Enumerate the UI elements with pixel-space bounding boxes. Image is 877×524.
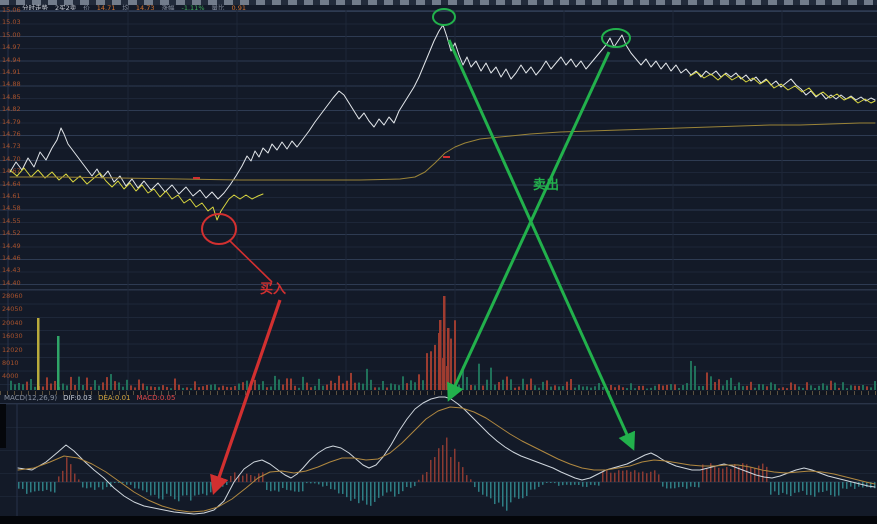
chart-toolbar[interactable]: 分时走势 2买2卖价 14.71 均 14.73 涨幅 -1.11% 量比 0.91: [22, 4, 246, 12]
axis-label: 14.58: [2, 204, 21, 213]
volume-pane[interactable]: [0, 289, 877, 392]
macd-dif-value: DIF:0.03: [63, 394, 93, 402]
buy-annotation-text: 买入: [260, 282, 287, 297]
axis-label: 20040: [2, 318, 23, 327]
axis-label: 15.06: [2, 6, 21, 14]
macd-indicator-label-row: MACD(12,26,9) DIF:0.03 DEA:0.01 MACD:0.0…: [4, 394, 175, 403]
axis-label: 14.79: [2, 117, 21, 126]
axis-label: 15.03: [2, 18, 21, 27]
axis-label: 14.91: [2, 68, 21, 76]
toolbar-item[interactable]: 均: [122, 4, 129, 12]
axis-label: 14.43: [2, 266, 21, 275]
axis-label: 15.00: [2, 30, 21, 39]
toolbar-item[interactable]: -1.11%: [181, 4, 205, 12]
axis-label: 24050: [2, 305, 23, 314]
axis-label: 14.73: [2, 142, 21, 151]
time-tick-row: [0, 391, 877, 395]
macd-name-label[interactable]: MACD(12,26,9): [4, 394, 58, 402]
bottom-status-bar: [0, 516, 877, 524]
axis-label: 14.46: [2, 254, 21, 262]
axis-label: 14.40: [2, 278, 21, 287]
macd-value: MACD:0.05: [136, 394, 176, 402]
axis-label: 14.64: [2, 179, 21, 188]
axis-label: 14.94: [2, 55, 21, 64]
axis-label: 14.70: [2, 154, 21, 163]
axis-label: 14.88: [2, 80, 21, 89]
axis-label: 12020: [2, 345, 23, 354]
axis-label: 16030: [2, 332, 23, 341]
axis-label: 14.97: [2, 43, 21, 52]
macd-pane[interactable]: [0, 403, 877, 517]
axis-label: 14.85: [2, 92, 21, 101]
toolbar-item[interactable]: 14.73: [135, 4, 155, 12]
toolbar-item[interactable]: 涨幅: [161, 4, 175, 12]
axis-label: 28060: [2, 292, 23, 300]
toolbar-item[interactable]: 量比: [211, 4, 225, 12]
left-edge-notch: [0, 404, 6, 448]
axis-label: 8010: [2, 359, 19, 367]
toolbar-item[interactable]: 价: [83, 4, 90, 12]
menu-bar[interactable]: [0, 0, 877, 5]
sell-annotation-text: 卖出: [533, 178, 560, 193]
toolbar-item[interactable]: 0.91: [231, 4, 246, 12]
toolbar-item[interactable]: 2买2卖: [55, 4, 77, 12]
axis-label: 4000: [2, 372, 19, 381]
axis-label: 14.67: [2, 167, 21, 176]
price-pane[interactable]: [0, 10, 877, 290]
axis-label: 14.52: [2, 229, 21, 238]
macd-dea-value: DEA:0.01: [98, 394, 131, 402]
axis-label: 14.49: [2, 241, 21, 250]
axis-label: 14.55: [2, 216, 21, 225]
toolbar-item[interactable]: 分时走势: [22, 4, 48, 12]
toolbar-item[interactable]: 14.71: [96, 4, 116, 12]
axis-label: 14.76: [2, 130, 21, 138]
axis-label: 14.61: [2, 192, 21, 200]
axis-label: 14.82: [2, 105, 21, 114]
